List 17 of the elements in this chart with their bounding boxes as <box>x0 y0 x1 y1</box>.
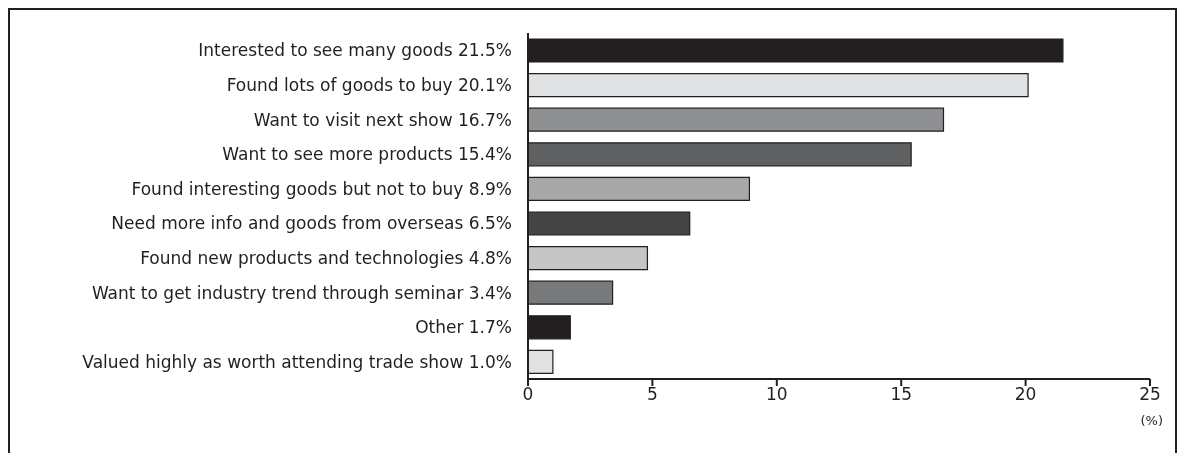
y-tick-label: Other 1.7% <box>415 317 512 338</box>
x-tick-label: 10 <box>765 384 788 405</box>
y-tick-label: Interested to see many goods 21.5% <box>198 40 512 61</box>
x-tick-label: 25 <box>1139 384 1161 405</box>
x-tick-label: 5 <box>646 384 658 405</box>
y-tick-label: Found interesting goods but not to buy 8.9% <box>131 178 512 199</box>
x-tick-label: 20 <box>1014 384 1037 405</box>
x-axis-title: (%) <box>1140 413 1163 428</box>
y-tick-label: Found lots of goods to buy 20.1% <box>226 74 512 95</box>
y-tick-label: Found new products and technologies 4.8% <box>140 247 512 268</box>
y-tick-label: Need more info and goods from overseas 6.5% <box>111 213 512 234</box>
x-tick-label: 15 <box>890 384 913 405</box>
y-tick-label: Valued highly as worth attending trade show 1.0% <box>82 351 512 372</box>
y-tick-label: Want to see more products 15.4% <box>222 144 512 165</box>
y-tick-label: Want to get industry trend through seminar 3.4% <box>91 282 512 303</box>
x-tick-label: 0 <box>522 384 534 405</box>
y-tick-label: Want to visit next show 16.7% <box>253 109 512 130</box>
